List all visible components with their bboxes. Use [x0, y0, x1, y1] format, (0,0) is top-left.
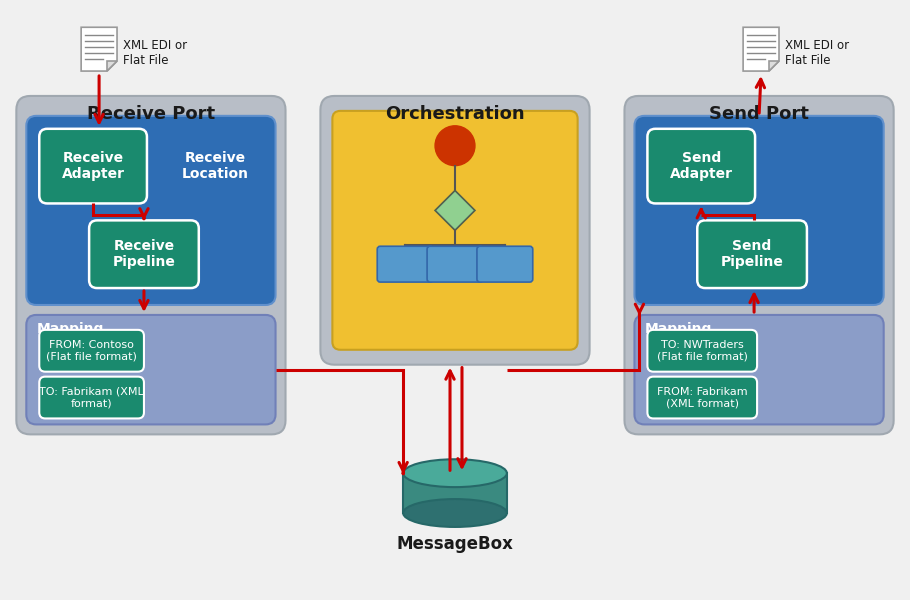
Ellipse shape	[403, 459, 507, 487]
Text: Orchestration: Orchestration	[385, 105, 525, 123]
Polygon shape	[743, 27, 779, 71]
Text: FROM: Contoso
(Flat file format): FROM: Contoso (Flat file format)	[46, 340, 137, 362]
Text: Mapping: Mapping	[644, 322, 712, 336]
Text: Send Port: Send Port	[709, 105, 809, 123]
Text: Mapping: Mapping	[36, 322, 104, 336]
Polygon shape	[769, 61, 779, 71]
Text: XML EDI or
Flat File: XML EDI or Flat File	[785, 39, 849, 67]
FancyBboxPatch shape	[403, 473, 507, 513]
FancyBboxPatch shape	[477, 246, 532, 282]
Polygon shape	[107, 61, 117, 71]
FancyBboxPatch shape	[647, 377, 757, 418]
Text: Receive
Pipeline: Receive Pipeline	[113, 239, 176, 269]
FancyBboxPatch shape	[26, 315, 276, 424]
Text: MessageBox: MessageBox	[397, 535, 513, 553]
FancyBboxPatch shape	[39, 129, 147, 203]
Text: FROM: Fabrikam
(XML format): FROM: Fabrikam (XML format)	[657, 387, 747, 409]
Text: XML EDI or
Flat File: XML EDI or Flat File	[123, 39, 187, 67]
Text: TO: NWTraders
(Flat file format): TO: NWTraders (Flat file format)	[657, 340, 748, 362]
Text: TO: Fabrikam (XML
format): TO: Fabrikam (XML format)	[39, 387, 144, 409]
FancyBboxPatch shape	[634, 315, 884, 424]
FancyBboxPatch shape	[634, 116, 884, 305]
FancyBboxPatch shape	[647, 129, 755, 203]
Polygon shape	[81, 27, 117, 71]
FancyBboxPatch shape	[427, 246, 483, 282]
FancyBboxPatch shape	[332, 111, 578, 350]
FancyBboxPatch shape	[697, 220, 807, 288]
FancyBboxPatch shape	[624, 96, 894, 434]
FancyBboxPatch shape	[647, 330, 757, 371]
Text: Receive
Location: Receive Location	[182, 151, 249, 181]
FancyBboxPatch shape	[320, 96, 590, 365]
Circle shape	[435, 126, 475, 166]
Text: Send
Adapter: Send Adapter	[670, 151, 733, 181]
Ellipse shape	[403, 499, 507, 527]
Text: Receive Port: Receive Port	[86, 105, 215, 123]
FancyBboxPatch shape	[378, 246, 433, 282]
FancyBboxPatch shape	[39, 330, 144, 371]
Polygon shape	[435, 191, 475, 230]
Text: Send
Pipeline: Send Pipeline	[721, 239, 784, 269]
FancyBboxPatch shape	[89, 220, 198, 288]
Text: Receive
Adapter: Receive Adapter	[62, 151, 125, 181]
FancyBboxPatch shape	[39, 377, 144, 418]
FancyBboxPatch shape	[16, 96, 286, 434]
FancyBboxPatch shape	[26, 116, 276, 305]
